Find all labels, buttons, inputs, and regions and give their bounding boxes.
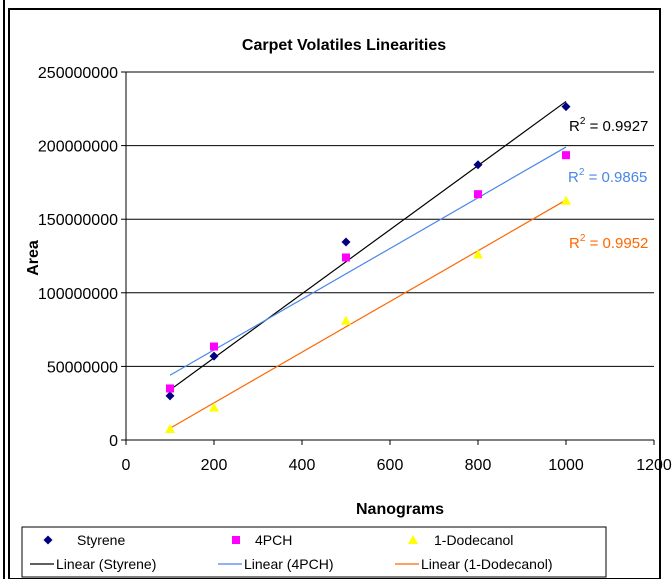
data-point-styrene (209, 351, 219, 361)
chart-border (8, 8, 661, 580)
legend-label-styrene: Styrene (77, 532, 125, 548)
data-point-1-dodecanol (341, 315, 351, 325)
legend-box (21, 526, 607, 578)
trendlines (169, 100, 567, 429)
legend-trend-label-styrene: Linear (Styrene) (56, 556, 156, 572)
data-point-4pch (166, 384, 174, 393)
r2-labels: R2 = 0.9927 R2 = 0.9865 R2 = 0.9952 (568, 116, 648, 252)
y-tick-label: 250000000 (38, 65, 118, 82)
r2-label-4pch: R2 = 0.9865 (568, 167, 647, 186)
data-point-4pch (474, 190, 482, 199)
data-point-4pch (342, 253, 350, 262)
data-point-1-dodecanol (165, 423, 175, 433)
legend-marker-styrene (43, 535, 53, 545)
trendline-1-dodecanol (169, 199, 567, 429)
legend-trend-label-4pch: Linear (4PCH) (244, 556, 333, 572)
data-point-1-dodecanol (561, 195, 571, 205)
x-axis-label: Nanograms (356, 501, 444, 518)
x-tick-label: 0 (122, 457, 131, 474)
data-point-styrene (341, 237, 351, 247)
x-tick-label: 800 (465, 457, 492, 474)
data-point-1-dodecanol (209, 402, 219, 412)
x-tick-label: 1000 (548, 457, 584, 474)
trendline-styrene (169, 100, 567, 391)
legend-label-1-dodecanol: 1-Dodecanol (434, 532, 513, 548)
y-tick-label: 150000000 (38, 212, 118, 229)
y-tick-label: 200000000 (38, 139, 118, 156)
y-tick-label: 100000000 (38, 286, 118, 303)
legend-marker-1-dodecanol (408, 535, 418, 544)
chart-title: Carpet Volatiles Linearities (242, 37, 446, 54)
axes (125, 72, 654, 441)
data-point-4pch (210, 342, 218, 351)
data-points (165, 102, 571, 433)
legend-trend-label-1-dodecanol: Linear (1-Dodecanol) (421, 556, 553, 572)
y-tick-label: 50000000 (47, 359, 118, 376)
trendline-4pch (169, 146, 567, 376)
legend-label-4pch: 4PCH (255, 532, 292, 548)
data-point-1-dodecanol (473, 249, 483, 259)
y-axis-label: Area (25, 240, 42, 276)
r2-label-1-dodecanol: R2 = 0.9952 (569, 233, 648, 252)
data-point-styrene (561, 102, 571, 112)
y-tick-label: 0 (109, 433, 118, 450)
gridlines (121, 71, 655, 445)
data-point-styrene (473, 160, 483, 170)
x-tick-label: 200 (201, 457, 228, 474)
data-point-4pch (562, 151, 570, 160)
x-tick-label: 600 (377, 457, 404, 474)
x-tick-label: 400 (289, 457, 316, 474)
legend-marker-4pch (232, 536, 240, 544)
tick-labels: 0 50000000 100000000 150000000 200000000 2500… (38, 65, 672, 474)
legend: Styrene Linear (Styrene) 4PCH Linear (4PCH)… (21, 526, 607, 578)
data-point-styrene (165, 391, 175, 401)
r2-label-styrene: R2 = 0.9927 (569, 116, 648, 135)
x-tick-label: 1200 (636, 457, 672, 474)
